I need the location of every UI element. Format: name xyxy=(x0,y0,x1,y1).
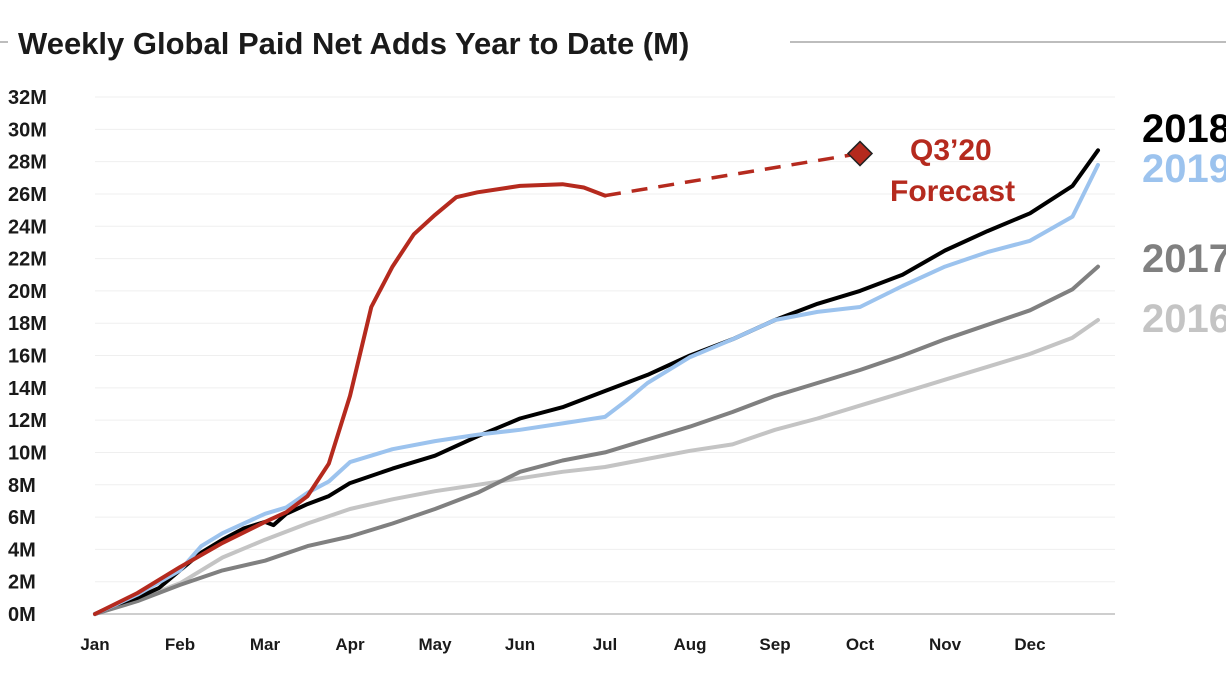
x-tick-label: Jan xyxy=(80,635,109,654)
x-tick-label: Nov xyxy=(929,635,962,654)
series-line xyxy=(93,264,1100,616)
y-tick-label: 26M xyxy=(8,184,47,206)
chart-title: Weekly Global Paid Net Adds Year to Date… xyxy=(18,26,689,61)
x-tick-label: Dec xyxy=(1014,635,1045,654)
series-label-2018: 2018 xyxy=(1142,107,1226,151)
x-tick-label: Feb xyxy=(165,635,195,654)
series-lines xyxy=(93,148,1100,616)
y-tick-label: 8M xyxy=(8,475,36,497)
forecast-label-line2: Forecast xyxy=(890,175,1015,208)
x-tick-label: Jun xyxy=(505,635,535,654)
y-axis-ticks: 0M 2M 4M 6M 8M 10M 12M 14M 16M 18M 20M 22M 24M 26M 28M… xyxy=(8,87,47,626)
y-tick-label: 10M xyxy=(8,442,47,464)
gridlines xyxy=(95,96,1115,583)
y-tick-label: 12M xyxy=(8,410,47,432)
y-tick-label: 0M xyxy=(8,604,36,626)
y-tick-label: 2M xyxy=(8,572,36,594)
forecast-label-line1: Q3’20 xyxy=(910,134,992,167)
y-tick-label: 18M xyxy=(8,313,47,335)
y-tick-label: 24M xyxy=(8,216,47,238)
series-line xyxy=(604,151,861,198)
series-line xyxy=(93,162,1100,616)
y-tick-label: 16M xyxy=(8,346,47,368)
x-tick-label: Oct xyxy=(846,635,875,654)
x-axis-ticks: Jan Feb Mar Apr May Jun Jul Aug Sep Oct Nov Dec xyxy=(80,635,1045,654)
x-tick-label: Apr xyxy=(335,635,365,654)
series-line xyxy=(93,318,1100,616)
x-tick-label: Jul xyxy=(593,635,618,654)
series-label-2019: 2019 xyxy=(1142,147,1226,191)
y-tick-label: 22M xyxy=(8,249,47,271)
y-tick-label: 14M xyxy=(8,378,47,400)
series-line xyxy=(93,182,607,616)
x-tick-label: Sep xyxy=(759,635,790,654)
x-tick-label: Aug xyxy=(673,635,706,654)
x-tick-label: May xyxy=(418,635,452,654)
x-tick-label: Mar xyxy=(250,635,281,654)
y-tick-label: 32M xyxy=(8,87,47,109)
y-tick-label: 6M xyxy=(8,507,36,529)
series-line xyxy=(93,148,1100,616)
forecast-diamond-marker xyxy=(846,140,874,167)
series-label-2016: 2016 xyxy=(1142,297,1226,341)
y-tick-label: 20M xyxy=(8,281,47,303)
y-tick-label: 30M xyxy=(8,119,47,141)
y-tick-label: 4M xyxy=(8,539,36,561)
series-label-2017: 2017 xyxy=(1142,237,1226,281)
y-tick-label: 28M xyxy=(8,152,47,174)
